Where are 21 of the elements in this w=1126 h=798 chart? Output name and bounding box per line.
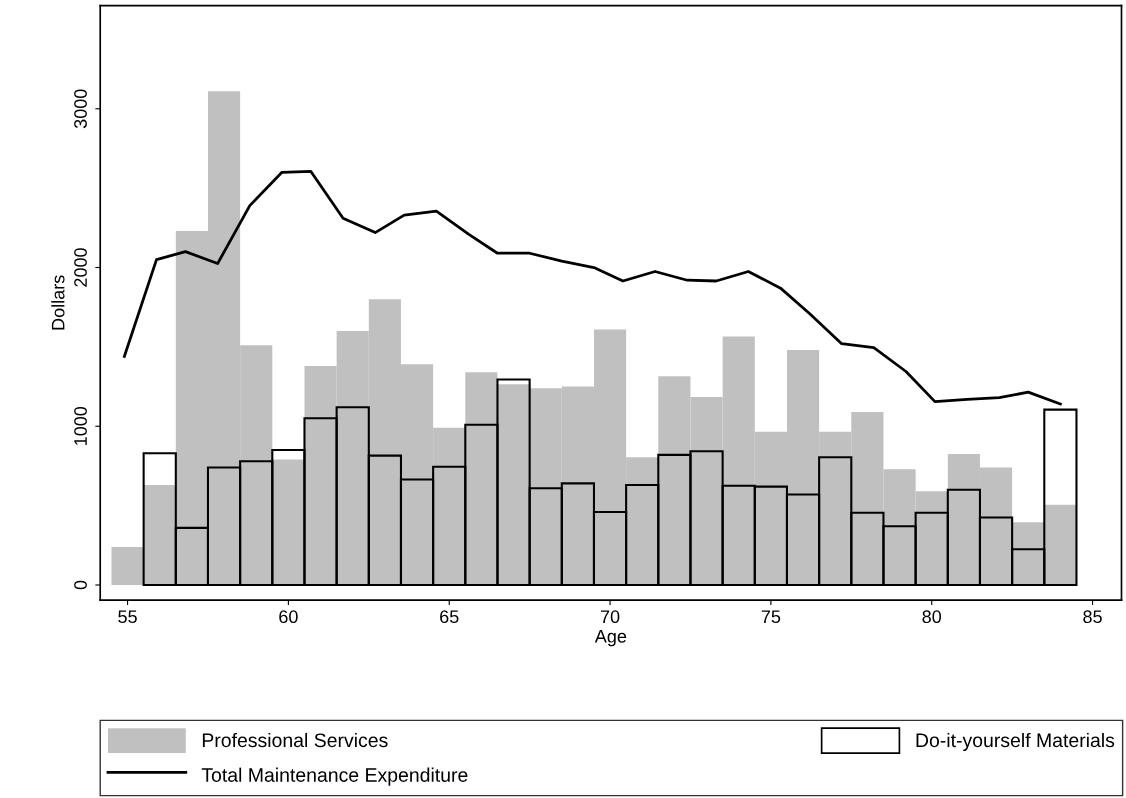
bar: [1044, 504, 1077, 586]
x-axis-title: Age: [594, 630, 627, 647]
y-tick-label: 0: [74, 580, 87, 590]
y-axis-title: Dollars: [51, 275, 65, 330]
legend-label: Professional Services: [202, 732, 388, 748]
y-tick-label: 3000: [74, 89, 87, 129]
x-tick-label: 85: [1083, 610, 1102, 624]
x-tick-label: 80: [922, 610, 942, 624]
x-tick-label: 65: [440, 610, 459, 624]
line-series: [122, 170, 1062, 406]
x-tick-label: 70: [600, 610, 620, 624]
y-tick-label: 2000: [74, 248, 87, 287]
bar: [143, 485, 176, 586]
x-tick-label: 75: [761, 610, 781, 624]
y-tick-label: 1000: [74, 406, 87, 445]
legend-label: Total Maintenance Expenditure: [201, 767, 468, 786]
bar: [111, 546, 144, 586]
x-tick-label: 55: [118, 610, 137, 624]
x-tick-label: 60: [279, 610, 298, 624]
bar: [465, 372, 498, 586]
legend-label: Do-it-yourself Materials: [916, 732, 1115, 752]
